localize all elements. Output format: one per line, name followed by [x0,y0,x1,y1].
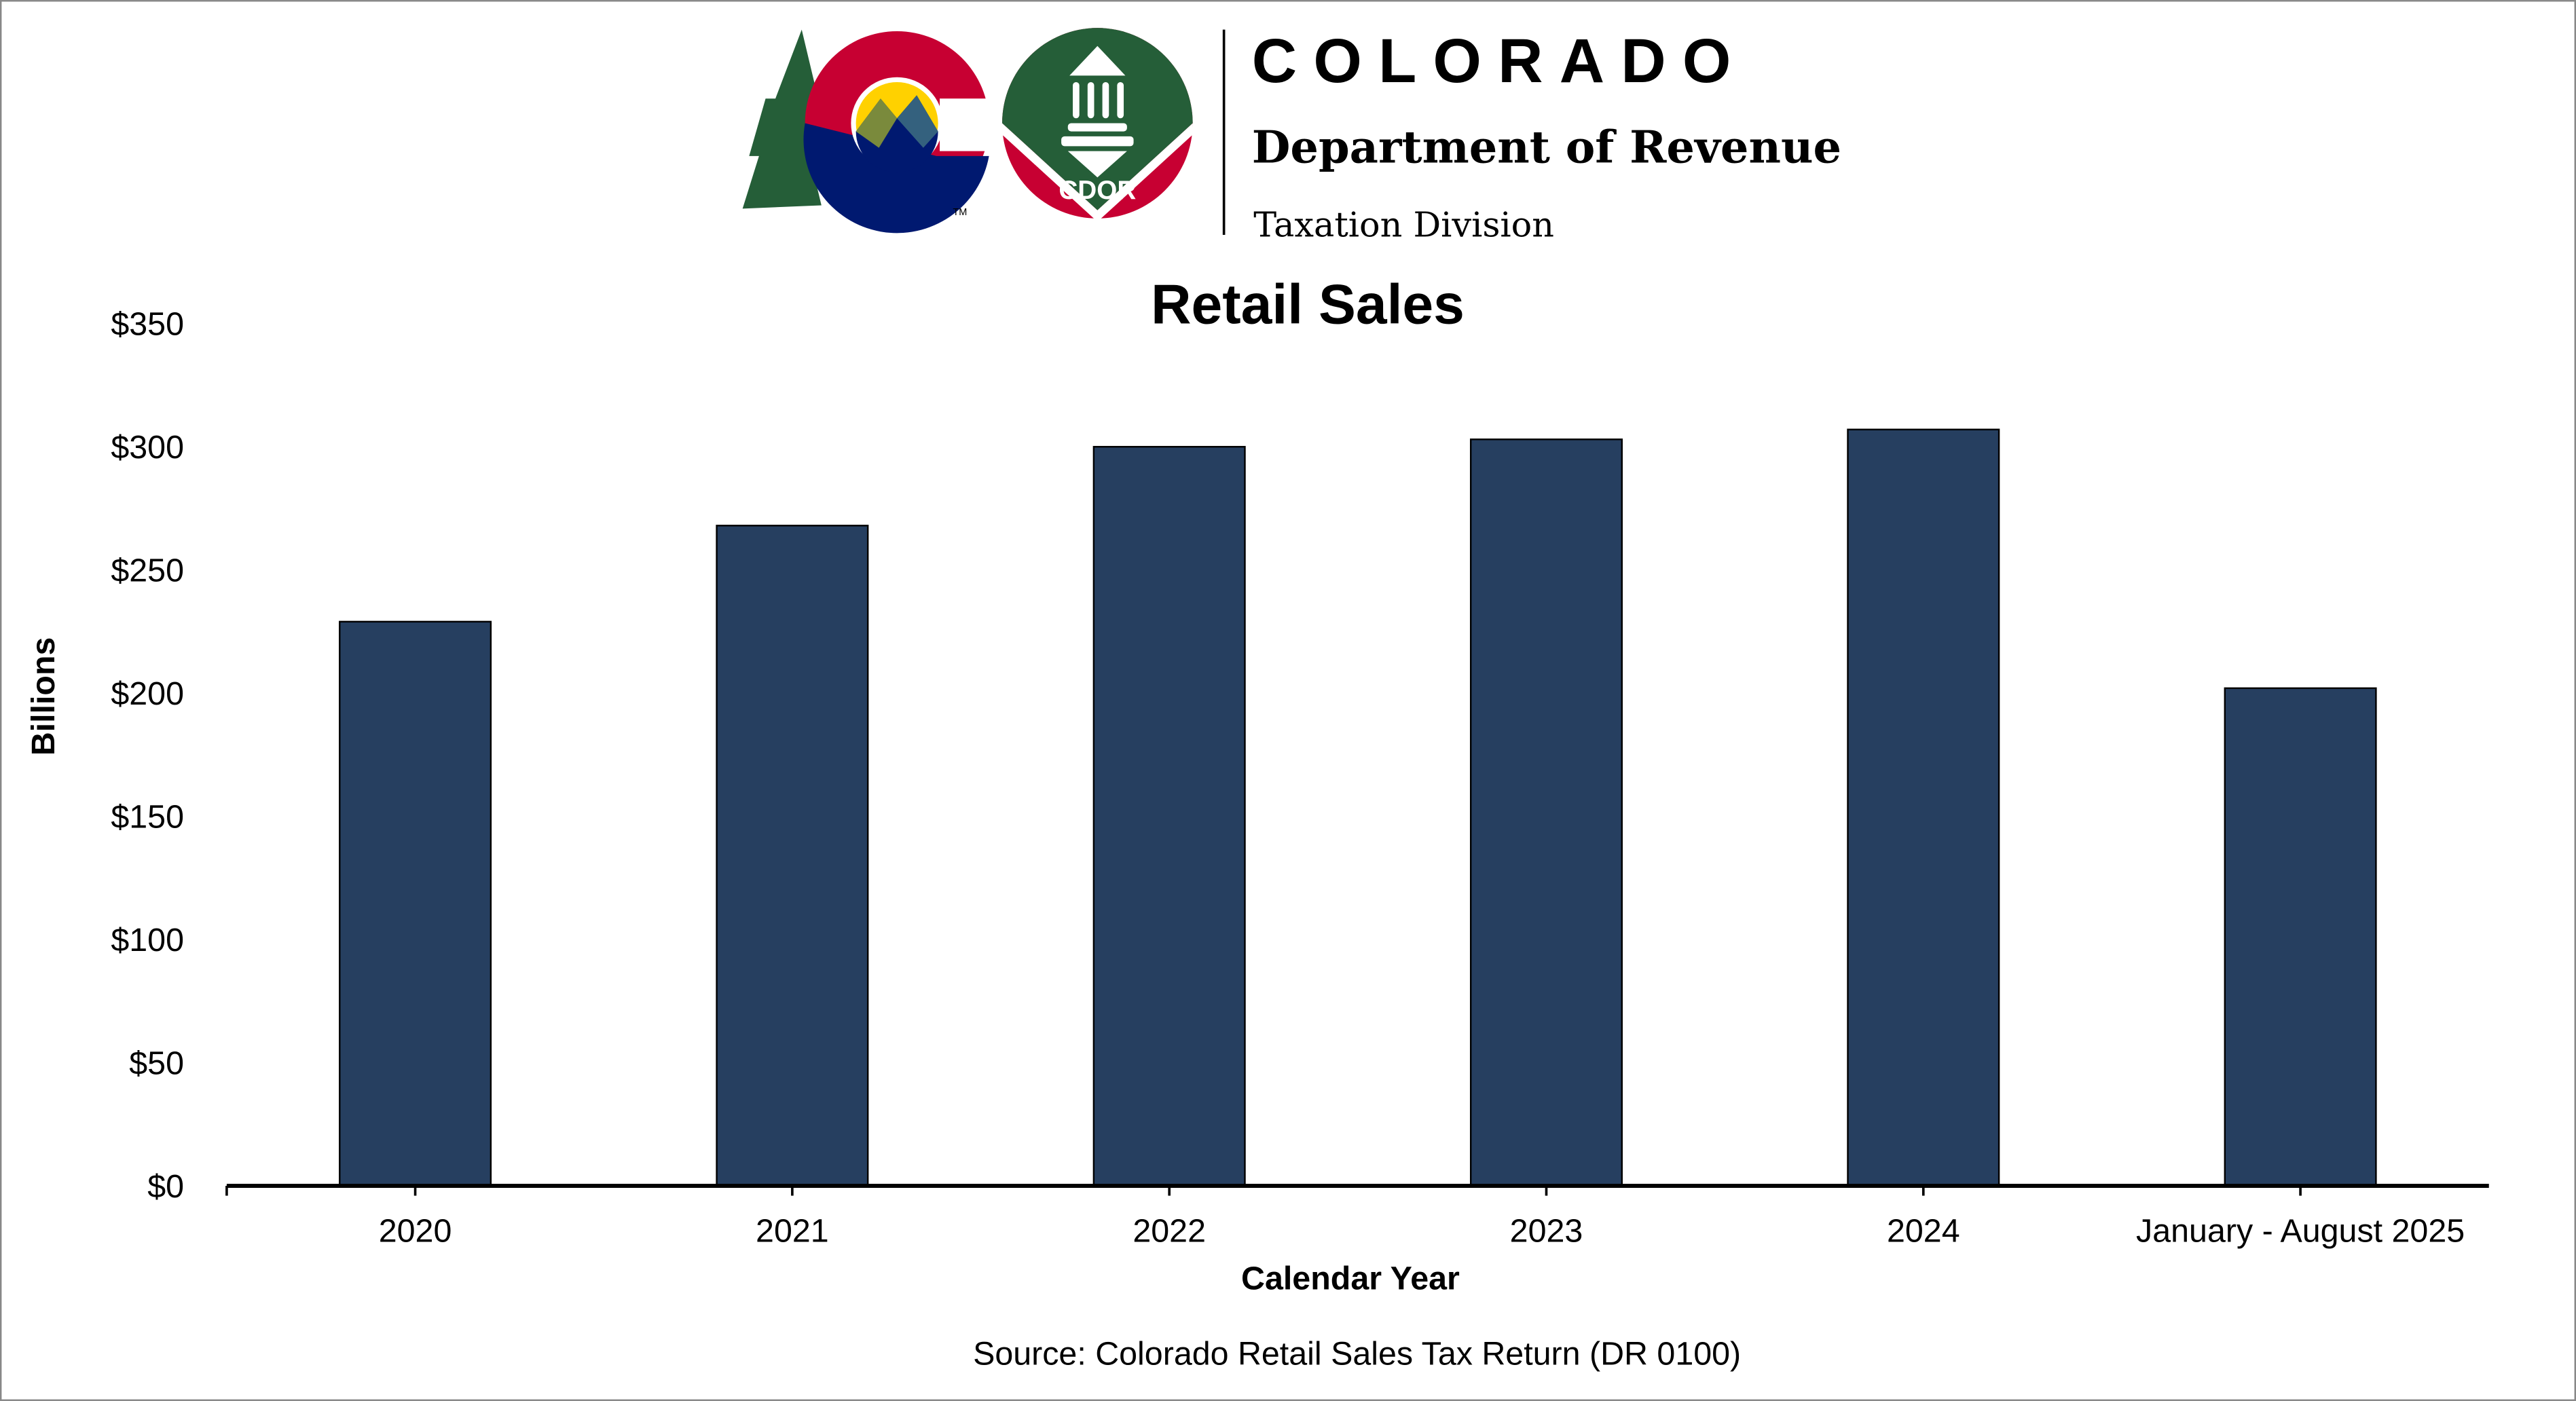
bar-2022 [1092,445,1246,1187]
y-tick-label: $50 [129,1045,184,1081]
y-tick-label: $300 [111,429,184,466]
x-tick-label: 2022 [1133,1212,1206,1249]
bar-2023 [1469,438,1623,1187]
y-tick-label: $0 [147,1168,184,1205]
tree-icon [742,29,822,209]
y-axis-label: Billions [25,637,62,756]
cdor-badge-text: CDOR [1059,176,1136,205]
department-text: Department of Revenue [1252,122,1841,174]
y-tick-label: $100 [111,922,184,958]
y-tick-label: $200 [111,675,184,712]
y-tick-label: $150 [111,799,184,836]
division-text: Taxation Division [1253,204,1554,244]
bar-2024 [1847,428,2000,1187]
x-tick-label: 2024 [1887,1212,1960,1249]
chart-title: Retail Sales [1151,274,1465,336]
trademark-text: TM [953,207,967,218]
bars [339,428,2377,1187]
x-tick-label: 2021 [756,1212,829,1249]
bar-january-august-2025 [2224,687,2377,1187]
x-tick-label: 2023 [1510,1212,1583,1249]
x-tick-label: 2020 [379,1212,452,1249]
y-axis: $0 $50 $100 $150 $200 $250 $300 $350 [111,306,184,1205]
x-axis-label: Calendar Year [1241,1260,1460,1296]
brand-text: COLORADO [1252,26,1748,96]
source-note: Source: Colorado Retail Sales Tax Return… [973,1336,1741,1372]
y-tick-label: $350 [111,306,184,343]
colorado-logo: TM CDOR COLORADO Department of Revenue T… [742,26,1841,244]
y-tick-label: $250 [111,553,184,589]
bar-2021 [716,525,869,1187]
x-axis: 2020 2021 2022 2023 2024 January - August 202… [225,1186,2465,1249]
bar-2020 [339,620,492,1187]
x-tick-label: January - August 2025 [2136,1212,2465,1249]
